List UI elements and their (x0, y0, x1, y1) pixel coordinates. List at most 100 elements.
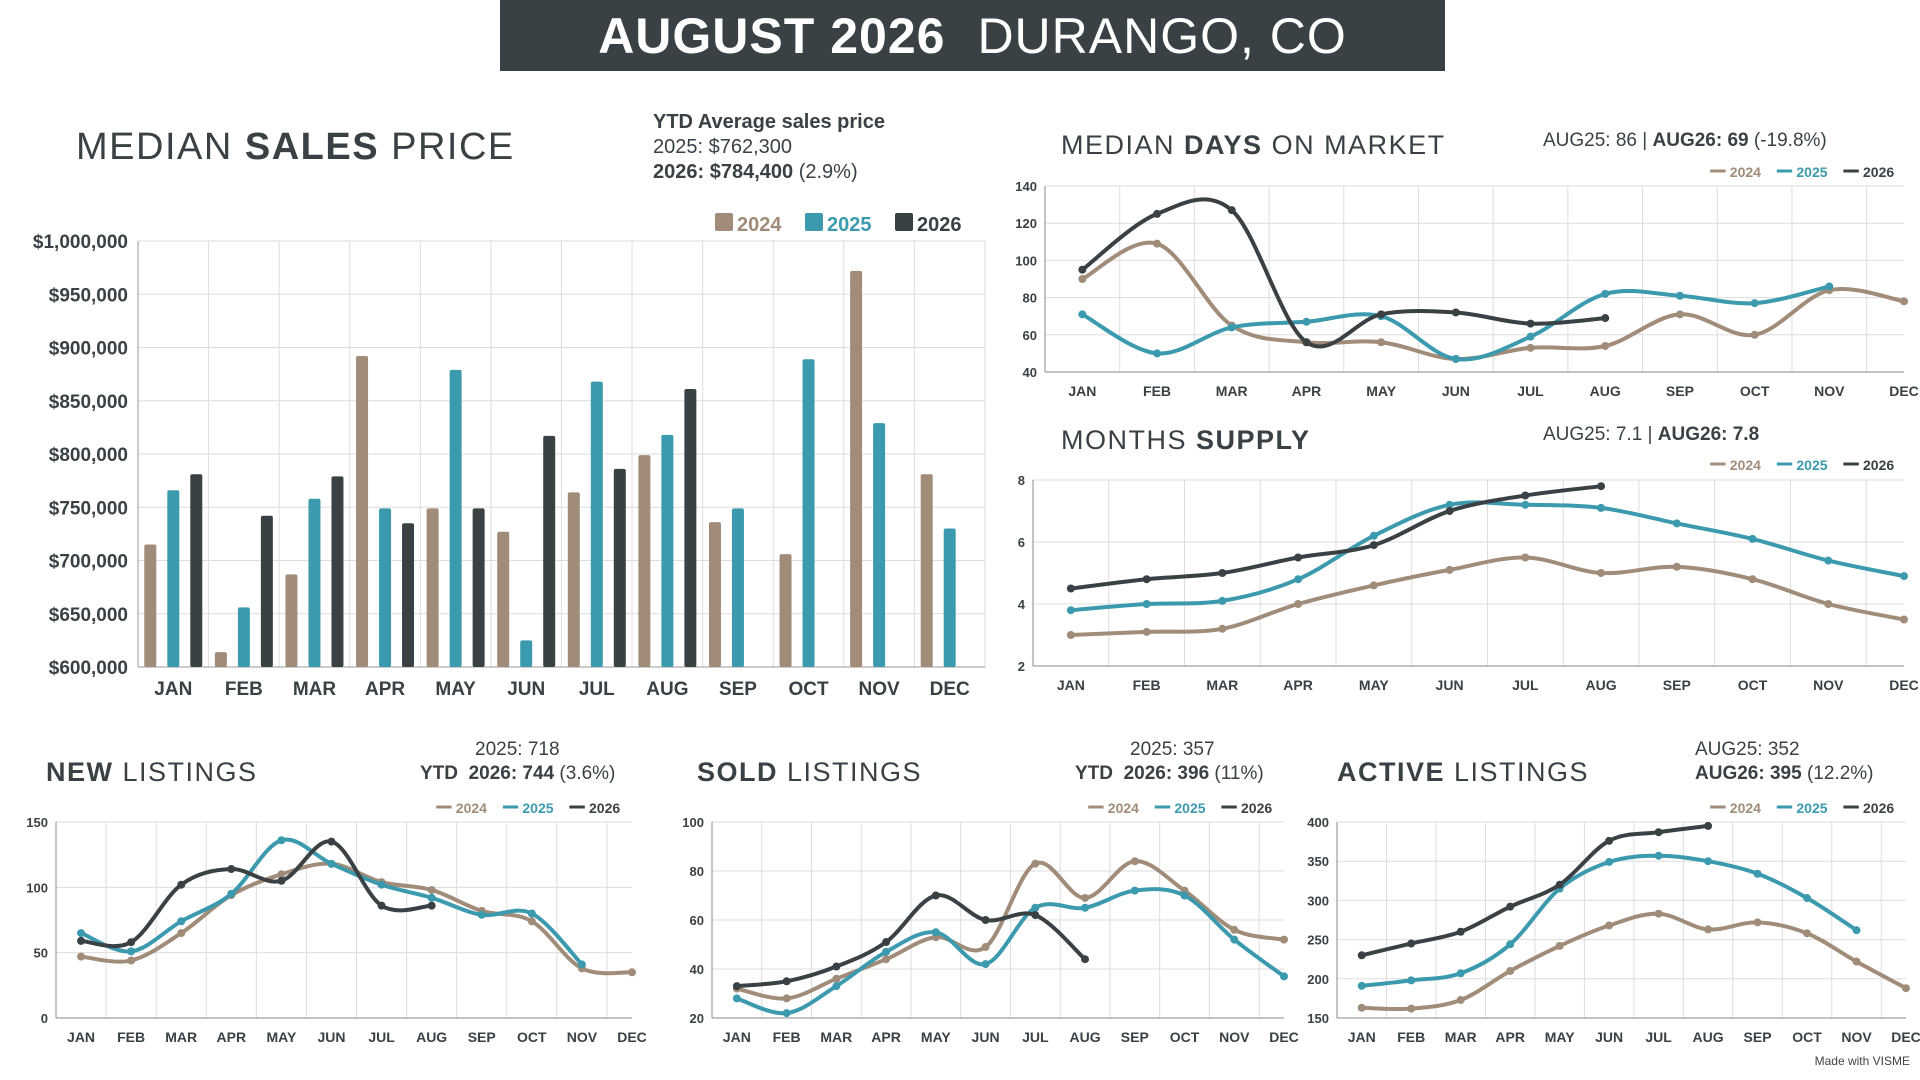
days-point-2026-APR (1302, 338, 1311, 347)
sales-legend-label-2026: 2026 (917, 214, 962, 236)
days-title-pre: MEDIAN (1061, 130, 1185, 160)
supply-point-2024-JAN (1066, 631, 1075, 639)
supply-point-2025-JAN (1066, 606, 1075, 615)
sales-xtick-label: OCT (788, 679, 829, 700)
new-title-post: LISTINGS (113, 757, 258, 787)
new-point-2024-AUG (427, 885, 436, 894)
sold-point-2024-JUL (1031, 859, 1040, 868)
sold-xtick-label: DEC (1269, 1029, 1299, 1045)
sales-xtick-label: JUL (579, 679, 615, 700)
active-xtick-label: AUG (1693, 1029, 1724, 1045)
days-point-2024-MAY (1377, 338, 1386, 347)
supply-point-2026-JUL (1521, 491, 1530, 500)
days-ytick-label: 60 (1023, 328, 1037, 343)
supply-point-2025-MAR (1218, 596, 1227, 605)
new-point-2026-JAN (77, 936, 86, 945)
active-ytick-label: 250 (1307, 933, 1329, 948)
sold-point-2026-MAR (832, 962, 841, 971)
new-xtick-label: DEC (617, 1029, 647, 1045)
new-xtick-label: FEB (117, 1029, 145, 1045)
new-xtick-label: JUL (368, 1029, 395, 1045)
days-point-2024-OCT (1750, 330, 1759, 339)
new-line-2026 (79, 839, 434, 948)
sales-xtick-label: MAY (435, 679, 476, 700)
supply-legend-label-2024: 2024 (1730, 457, 1761, 473)
days-ytick-label: 100 (1015, 253, 1037, 268)
sales-ytd-stat: YTD Average sales price 2025: $762,300 2… (653, 110, 885, 185)
new-title: NEW LISTINGS (46, 757, 258, 788)
new-point-2026-AUG (427, 901, 436, 910)
sales-stat-change: (2.9%) (793, 161, 858, 183)
sold-point-2025-FEB (782, 1009, 791, 1018)
sold-point-2025-APR (882, 947, 891, 956)
sales-ytick-label: $850,000 (49, 392, 128, 413)
sales-bar-2025-JUL (590, 381, 603, 667)
days-ytick-label: 140 (1015, 179, 1037, 194)
sold-stat-ytd: YTD (1075, 763, 1113, 784)
supply-title-bold: SUPPLY (1196, 425, 1311, 455)
supply-point-2024-FEB (1142, 627, 1151, 636)
days-xtick-label: AUG (1590, 383, 1621, 399)
active-xtick-label: MAY (1545, 1029, 1575, 1045)
sold-title-bold: SOLD (697, 757, 779, 787)
supply-xtick-label: NOV (1813, 677, 1844, 693)
active-legend-label-2025: 2025 (1796, 800, 1827, 816)
supply-xtick-label: JUL (1512, 677, 1539, 693)
active-point-2025-SEP (1753, 869, 1762, 878)
active-title-post: LISTINGS (1445, 757, 1590, 787)
days-point-2024-JUL (1526, 343, 1535, 352)
new-ytick-label: 100 (26, 880, 48, 895)
sales-bar-2024-SEP (708, 522, 721, 667)
days-point-2026-MAY (1377, 310, 1386, 319)
supply-title-pre: MONTHS (1061, 425, 1196, 455)
active-line-2024 (1359, 911, 1908, 1012)
sales-stat-2025: 2025: $762,300 (653, 136, 793, 158)
sales-bar-2025-MAY (449, 369, 462, 667)
active-point-2024-JUL (1654, 909, 1663, 918)
new-xtick-label: APR (217, 1029, 247, 1045)
active-xtick-label: NOV (1841, 1029, 1872, 1045)
new-stat-2025: 2025: 718 (475, 739, 560, 760)
active-point-2026-FEB (1407, 939, 1416, 948)
supply-point-2026-FEB (1142, 575, 1151, 584)
sold-point-2024-NOV (1230, 925, 1239, 934)
new-point-2025-MAR (177, 917, 186, 926)
supply-line-2024 (1068, 555, 1906, 637)
sold-point-2025-JAN (732, 994, 741, 1003)
sold-point-2024-MAR (832, 974, 841, 983)
sales-bar-2026-JUN (543, 435, 556, 667)
new-xtick-label: NOV (567, 1029, 598, 1045)
active-point-2026-MAR (1456, 927, 1465, 936)
sold-point-2024-JUN (981, 942, 990, 951)
supply-point-2026-MAR (1218, 569, 1227, 577)
days-stat-prev: AUG25: 86 | (1543, 130, 1653, 151)
new-ytick-label: 150 (26, 815, 48, 830)
sales-bar-2025-JUN (520, 640, 533, 667)
supply-stat-prev: AUG25: 7.1 | (1543, 424, 1658, 445)
new-ytick-label: 50 (34, 946, 48, 961)
active-point-2024-MAY (1555, 941, 1564, 950)
sold-ytick-label: 80 (690, 864, 704, 879)
sales-bar-2025-NOV (873, 423, 886, 667)
active-xtick-label: JUN (1595, 1029, 1623, 1045)
supply-point-2024-DEC (1900, 615, 1908, 624)
active-xtick-label: APR (1495, 1029, 1525, 1045)
days-stat-change: (-19.8%) (1748, 130, 1827, 151)
new-point-2026-JUL (377, 901, 386, 910)
new-xtick-label: MAY (266, 1029, 296, 1045)
days-xtick-label: FEB (1143, 383, 1171, 399)
new-stat: 2025: 718 YTD 2026: 744 (3.6%) (420, 738, 615, 786)
header-banner: AUGUST 2026 DURANGO, CO (500, 0, 1445, 71)
sold-point-2024-APR (882, 955, 891, 964)
sold-point-2025-DEC (1280, 972, 1288, 981)
active-point-2025-JUN (1605, 857, 1614, 866)
new-point-2024-MAR (177, 929, 186, 938)
new-xtick-label: MAR (165, 1029, 197, 1045)
active-point-2026-JUL (1654, 828, 1663, 837)
days-title-bold: DAYS (1184, 130, 1263, 160)
supply-point-2025-NOV (1824, 556, 1833, 565)
days-xtick-label: JUL (1517, 383, 1544, 399)
sales-ytick-label: $800,000 (49, 445, 128, 466)
new-stat-2026: 2026: 744 (468, 763, 555, 784)
supply-ytick-label: 8 (1018, 473, 1025, 488)
